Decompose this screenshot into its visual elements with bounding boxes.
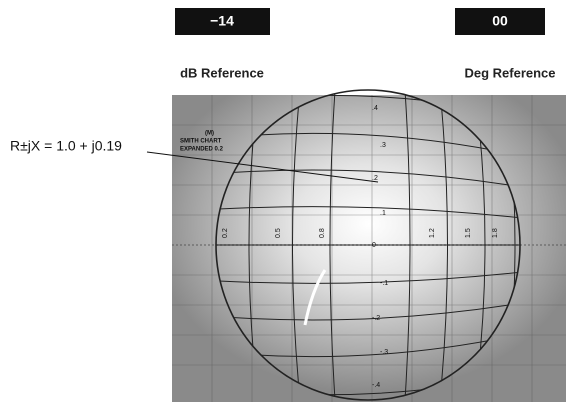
db-box <box>175 8 270 35</box>
caption: SMITH CHART <box>180 139 222 145</box>
caption: (M) <box>205 131 214 137</box>
reactance-labels: .4 .3 .2 .1 0 -.1 -.2 -.3 -.4 <box>372 105 388 389</box>
resistance-label: 1.8 <box>492 228 499 238</box>
resistance-labels: 0.2 0.5 0.8 1.2 1.5 1.8 <box>222 228 499 238</box>
reactance-label: -.2 <box>372 315 380 322</box>
resistance-label: 1.2 <box>429 228 436 238</box>
reactance-label: -.4 <box>372 382 380 389</box>
resistance-label: 0.5 <box>275 228 282 238</box>
reactance-label: .2 <box>372 175 378 182</box>
db-value: −14 <box>210 13 234 29</box>
deg-label: Deg Reference <box>464 65 555 80</box>
reactance-label: .4 <box>372 105 378 112</box>
trace <box>303 269 327 326</box>
reactance-label: .1 <box>380 210 386 217</box>
reactance-label: .3 <box>380 142 386 149</box>
reactance-label: -.1 <box>380 280 388 287</box>
deg-box <box>455 8 545 35</box>
caption: EXPANDED 0.2 <box>180 147 224 153</box>
smith-grid <box>216 90 520 400</box>
resistance-label: 1.5 <box>465 228 472 238</box>
resistance-label: 0.2 <box>222 228 229 238</box>
reactance-label: 0 <box>372 242 376 249</box>
db-label: dB Reference <box>180 65 264 80</box>
resistance-label: 0.8 <box>319 228 326 238</box>
deg-value: 00 <box>492 13 508 29</box>
annotation: R±jX = 1.0 + j0.19 <box>10 138 122 154</box>
reactance-label: -.3 <box>380 349 388 356</box>
screen-glow <box>172 95 566 402</box>
annotation-leader <box>146 151 379 183</box>
